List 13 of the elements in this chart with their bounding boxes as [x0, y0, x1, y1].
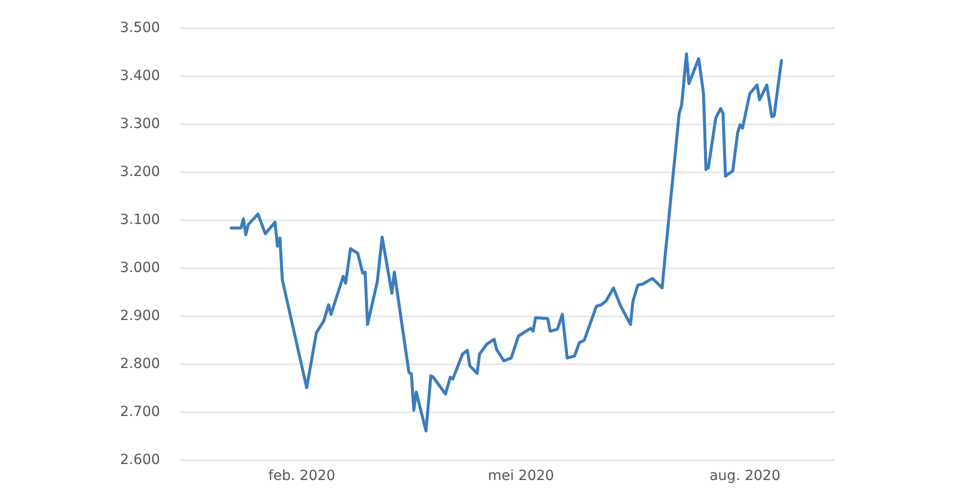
- y-tick-label: 3.000: [120, 260, 160, 276]
- x-tick-label: mei 2020: [488, 468, 554, 484]
- y-tick-label: 3.300: [120, 116, 160, 132]
- y-tick-label: 2.900: [120, 308, 160, 324]
- y-tick-label: 2.800: [120, 356, 160, 372]
- x-tick-label: feb. 2020: [268, 468, 336, 484]
- y-tick-label: 2.700: [120, 404, 160, 420]
- y-tick-label: 3.500: [120, 20, 160, 36]
- y-tick-label: 3.100: [120, 212, 160, 228]
- y-tick-label: 3.200: [120, 164, 160, 180]
- y-tick-label: 2.600: [120, 452, 160, 468]
- x-tick-label: aug. 2020: [709, 468, 780, 484]
- y-tick-label: 3.400: [120, 68, 160, 84]
